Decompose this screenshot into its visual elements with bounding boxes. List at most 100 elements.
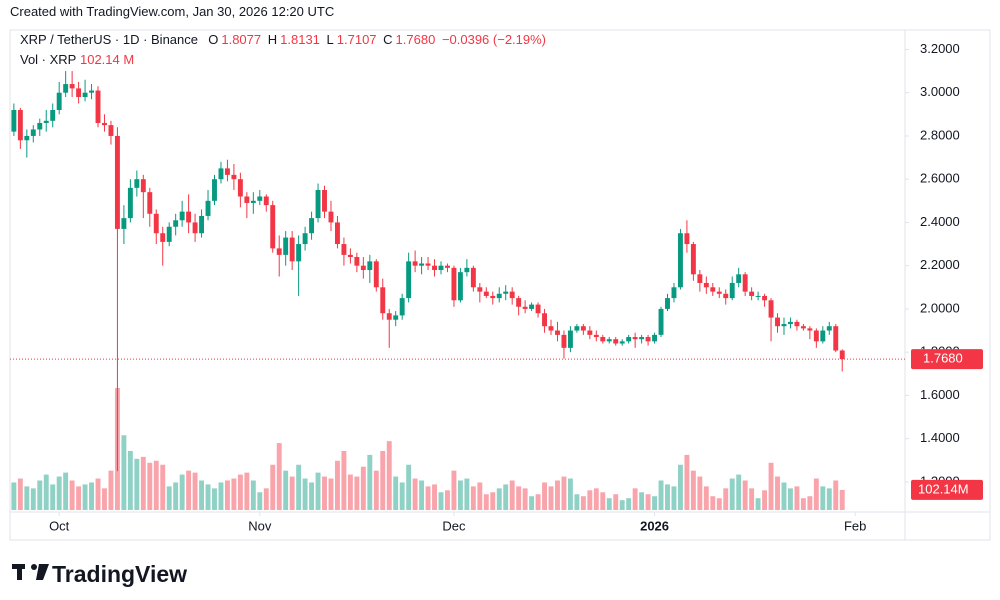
volume-bar xyxy=(464,478,470,510)
candle-body xyxy=(665,298,670,309)
volume-bar xyxy=(632,488,638,510)
candle-body xyxy=(535,304,541,314)
candle-body xyxy=(309,218,315,234)
candle-body xyxy=(787,321,793,325)
candle-body xyxy=(412,261,418,266)
candle-body xyxy=(639,337,645,340)
candle-body xyxy=(270,205,276,249)
candle-body xyxy=(775,317,780,327)
volume-bar xyxy=(619,500,625,510)
y-tick-label: 1.6000 xyxy=(920,387,960,402)
change: −0.0396 (−2.19%) xyxy=(441,32,547,47)
volume-bar xyxy=(315,472,321,510)
volume-bar xyxy=(606,498,612,510)
volume-bar xyxy=(270,464,276,510)
volume-bar xyxy=(179,474,185,510)
candle-body xyxy=(419,263,425,266)
volume-bar xyxy=(652,496,658,510)
volume-bar xyxy=(555,480,560,510)
volume-bar xyxy=(147,462,153,510)
ohlc-value: 1.7107 xyxy=(336,32,377,47)
candle-body xyxy=(470,267,476,288)
volume-bar xyxy=(762,490,768,510)
candle-body xyxy=(749,291,755,296)
candle-body xyxy=(121,218,127,229)
volume-bar xyxy=(755,498,761,510)
volume-bar xyxy=(186,470,192,510)
volume-bar xyxy=(535,494,541,510)
volume-bar xyxy=(677,464,683,510)
volume-bar xyxy=(561,476,567,510)
volume-bar xyxy=(199,480,205,510)
candle-body xyxy=(451,267,457,301)
candle-body xyxy=(567,330,573,348)
candle-body xyxy=(529,304,535,309)
candle-body xyxy=(619,341,625,344)
volume-bar xyxy=(24,486,30,510)
volume-bar xyxy=(309,482,315,510)
candle-body xyxy=(360,265,366,270)
candle-body xyxy=(561,334,567,348)
candle-body xyxy=(716,291,722,294)
candle-body xyxy=(580,326,586,331)
volume-bar xyxy=(613,494,619,510)
volume-bar xyxy=(289,476,295,510)
volume-bar xyxy=(833,480,839,510)
candle-body xyxy=(768,300,774,318)
candle-body xyxy=(205,200,211,216)
candle-body xyxy=(826,326,832,331)
candle-body xyxy=(438,265,444,270)
volume-bar xyxy=(43,474,49,510)
volume-bar xyxy=(276,443,282,510)
volume-bar xyxy=(218,482,224,510)
candle-body xyxy=(613,339,619,344)
candle-body xyxy=(645,337,651,342)
candle-body xyxy=(127,187,133,219)
candle-body xyxy=(406,261,412,299)
volume-bar xyxy=(600,492,606,510)
volume-bar xyxy=(580,496,586,510)
y-tick-label: 2.8000 xyxy=(920,127,960,142)
candle-body xyxy=(457,272,463,301)
volume-bar xyxy=(658,480,664,510)
candle-body xyxy=(542,313,547,327)
candle-body xyxy=(800,326,806,329)
candle-body xyxy=(160,233,166,242)
candle-body xyxy=(263,196,269,206)
candle-body xyxy=(742,274,748,292)
last-price-tag xyxy=(911,349,983,370)
candle-body xyxy=(820,330,826,342)
candle-body xyxy=(50,110,56,121)
volume-bar xyxy=(95,478,101,510)
y-tick-label: 3.2000 xyxy=(920,41,960,56)
candle-body xyxy=(807,328,813,331)
y-tick-label: 2.6000 xyxy=(920,171,960,186)
volume-bar xyxy=(729,478,735,510)
candle-body xyxy=(354,257,360,266)
volume-bar xyxy=(626,498,632,510)
candle-body xyxy=(729,282,735,299)
volume-bar xyxy=(360,466,366,510)
volume-bar xyxy=(522,488,528,510)
candle-body xyxy=(237,179,243,197)
volume-bar xyxy=(742,480,748,510)
candle-body xyxy=(587,330,593,335)
candle-body xyxy=(710,287,716,292)
candle-body xyxy=(11,110,17,132)
volume-bar xyxy=(548,486,554,510)
ohlc-key: L xyxy=(326,32,334,47)
volume-bar xyxy=(108,470,114,510)
volume-bar xyxy=(542,482,547,510)
x-tick-label: Nov xyxy=(248,518,272,533)
ohlc-value: 1.7680 xyxy=(395,32,436,47)
candle-body xyxy=(496,293,502,299)
volume-bar xyxy=(593,488,599,510)
candle-body xyxy=(399,298,405,316)
candle-body xyxy=(192,222,198,234)
volume-bar xyxy=(419,480,425,510)
volume-bar xyxy=(736,474,742,510)
volume-bar xyxy=(354,476,360,510)
candle-body xyxy=(341,244,347,255)
